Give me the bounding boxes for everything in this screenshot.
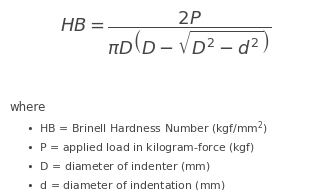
Text: where: where <box>10 101 46 114</box>
Text: $\bullet$  P = applied load in kilogram-force (kgf): $\bullet$ P = applied load in kilogram-f… <box>26 141 254 155</box>
Text: $\bullet$  d = diameter of indentation (mm): $\bullet$ d = diameter of indentation (m… <box>26 179 225 190</box>
Text: $\bullet$  D = diameter of indenter (mm): $\bullet$ D = diameter of indenter (mm) <box>26 160 211 173</box>
Text: $\bullet$  HB = Brinell Hardness Number (kgf/mm$^2$): $\bullet$ HB = Brinell Hardness Number (… <box>26 120 268 138</box>
Text: $HB = \dfrac{2P}{\pi D\left(D - \sqrt{D^2 - d^2}\right)}$: $HB = \dfrac{2P}{\pi D\left(D - \sqrt{D^… <box>60 10 272 57</box>
